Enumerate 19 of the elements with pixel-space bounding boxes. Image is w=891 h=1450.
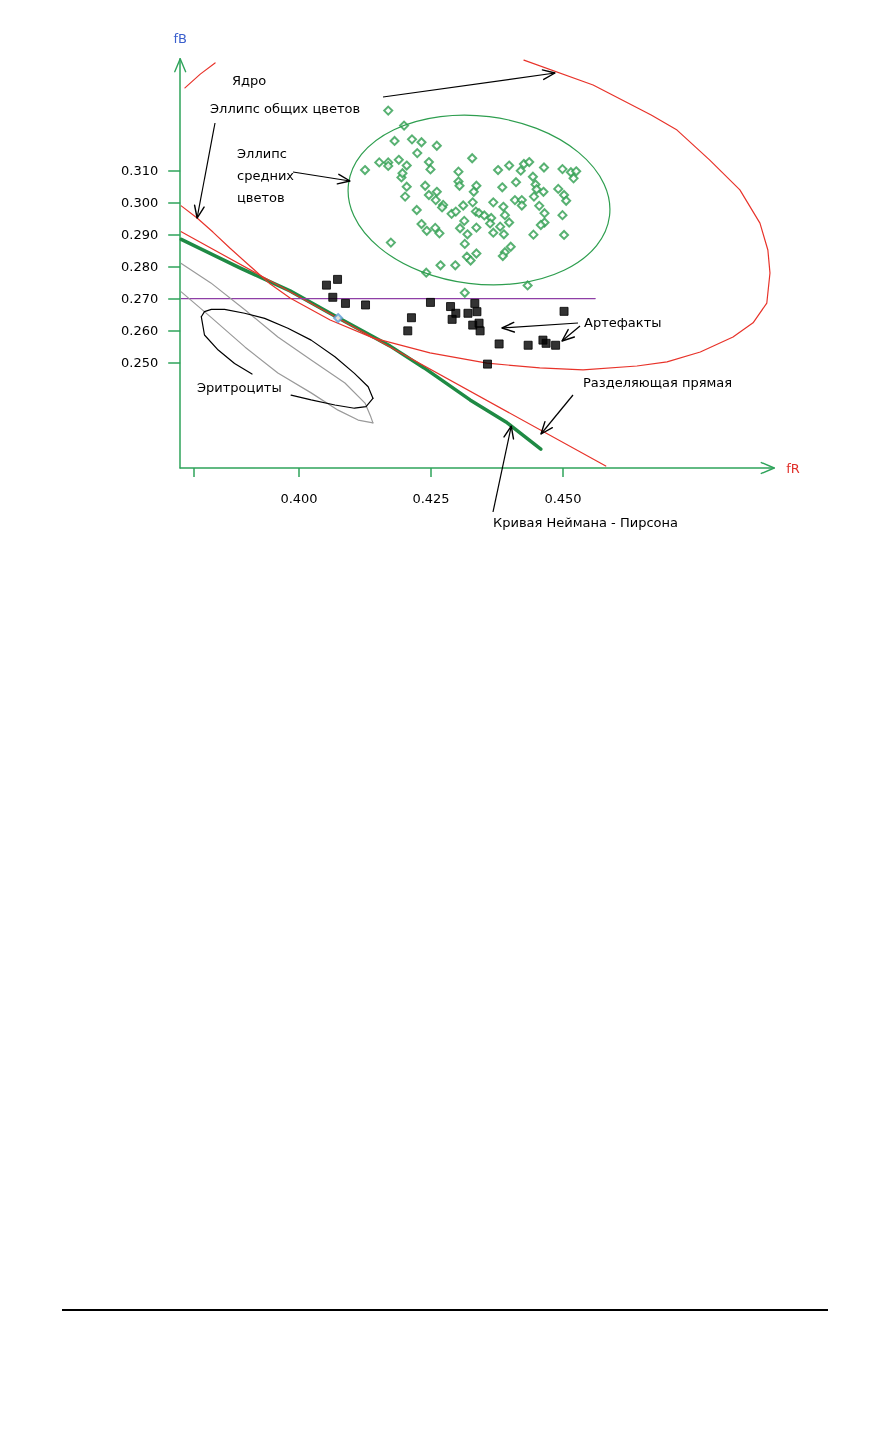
y-tick-label: 0.250 (120, 355, 159, 370)
x-tick-label: 0.425 (412, 491, 450, 506)
y-tick-label: 0.270 (120, 291, 159, 307)
annotation: Эллипс общих цветов (210, 101, 361, 116)
x-tick-label: 0.450 (544, 491, 582, 506)
annotation: Артефакты (584, 315, 662, 330)
y-tick-label: 0.300 (120, 195, 159, 211)
annotation: Эллипс средних цветов (237, 146, 295, 205)
annotation: Кривая Неймана - Пирсона (493, 515, 678, 530)
annotation: Разделяющая прямая (583, 375, 733, 390)
x-tick-label: 0.400 (280, 491, 318, 506)
x-axis-title: fR (786, 460, 800, 476)
annotation: Эритроциты (197, 380, 282, 395)
annotation: Ядро (232, 73, 267, 88)
y-axis-title: fB (173, 30, 187, 46)
y-tick-label: 0.310 (120, 163, 159, 179)
y-tick-label: 0.260 (120, 323, 159, 339)
y-tick-label: 0.290 (120, 227, 159, 243)
y-tick-label: 0.280 (120, 259, 159, 275)
